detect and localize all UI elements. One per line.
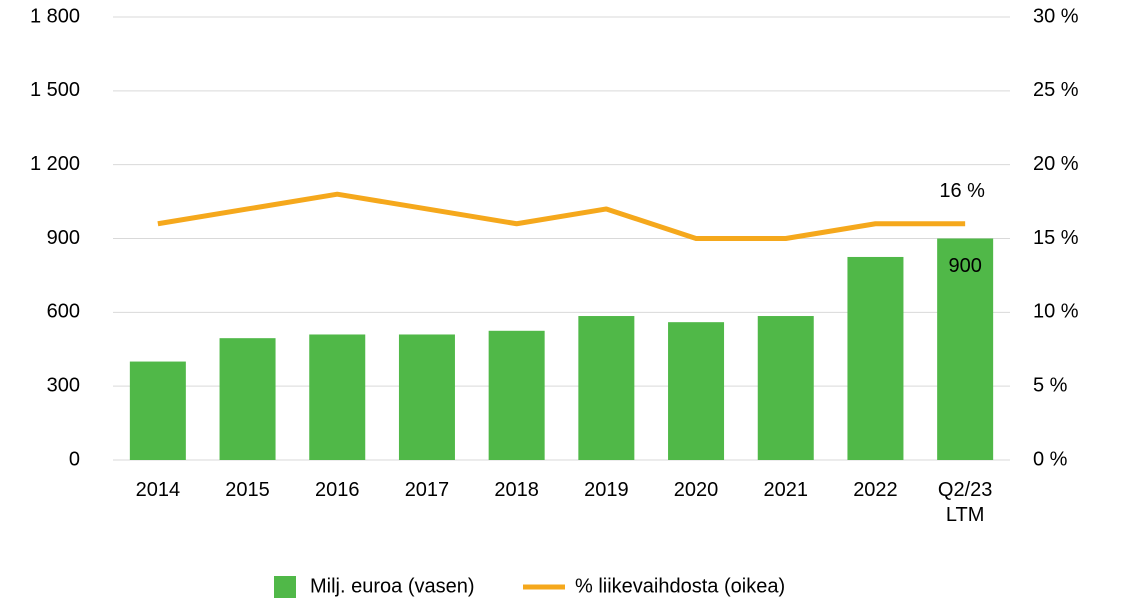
- x-tick-label: 2018: [494, 479, 539, 501]
- y-tick-label: 1 200: [30, 153, 80, 175]
- bar: [847, 256, 904, 460]
- bar: [488, 330, 545, 460]
- bar: [578, 316, 635, 460]
- y-tick-label: 900: [47, 227, 80, 249]
- x-tick-label: Q2/23 LTM: [937, 479, 993, 526]
- x-tick-label: 2014: [135, 479, 181, 501]
- x-tick-label: 2021: [763, 479, 809, 501]
- x-tick-label: 2022: [853, 479, 898, 501]
- y2-tick-label: 30 %: [1033, 5, 1079, 27]
- y-tick-label: 600: [47, 301, 80, 323]
- bar: [757, 316, 814, 460]
- data-label: 900: [948, 255, 981, 277]
- legend-label: Milj. euroa (vasen): [310, 575, 475, 597]
- x-tick-label: 2016: [315, 479, 360, 501]
- y2-tick-label: 20 %: [1033, 153, 1079, 175]
- x-tick-label: 2017: [404, 479, 450, 501]
- legend-swatch: [274, 576, 296, 598]
- y2-tick-label: 10 %: [1033, 301, 1079, 323]
- y-tick-label: 300: [47, 374, 80, 396]
- bar: [309, 334, 366, 460]
- line: [157, 191, 966, 241]
- bar: [219, 338, 276, 460]
- bar: [937, 238, 994, 460]
- y-tick-label: 1 500: [30, 79, 80, 101]
- y2-tick-label: 0 %: [1033, 448, 1068, 470]
- y-tick-label: 0: [69, 448, 80, 470]
- bar: [129, 361, 186, 460]
- y2-tick-label: 15 %: [1033, 227, 1079, 249]
- y2-tick-label: 25 %: [1033, 79, 1079, 101]
- bar: [668, 322, 725, 460]
- y2-tick-label: 5 %: [1033, 374, 1068, 396]
- legend-label: % liikevaihdosta (oikea): [575, 575, 785, 597]
- x-tick-label: 2020: [673, 479, 719, 501]
- x-tick-label: 2019: [584, 479, 629, 501]
- bar: [398, 334, 455, 460]
- x-tick-label: 2015: [225, 479, 270, 501]
- y-tick-label: 1 800: [30, 5, 80, 27]
- data-label: 16 %: [939, 180, 985, 202]
